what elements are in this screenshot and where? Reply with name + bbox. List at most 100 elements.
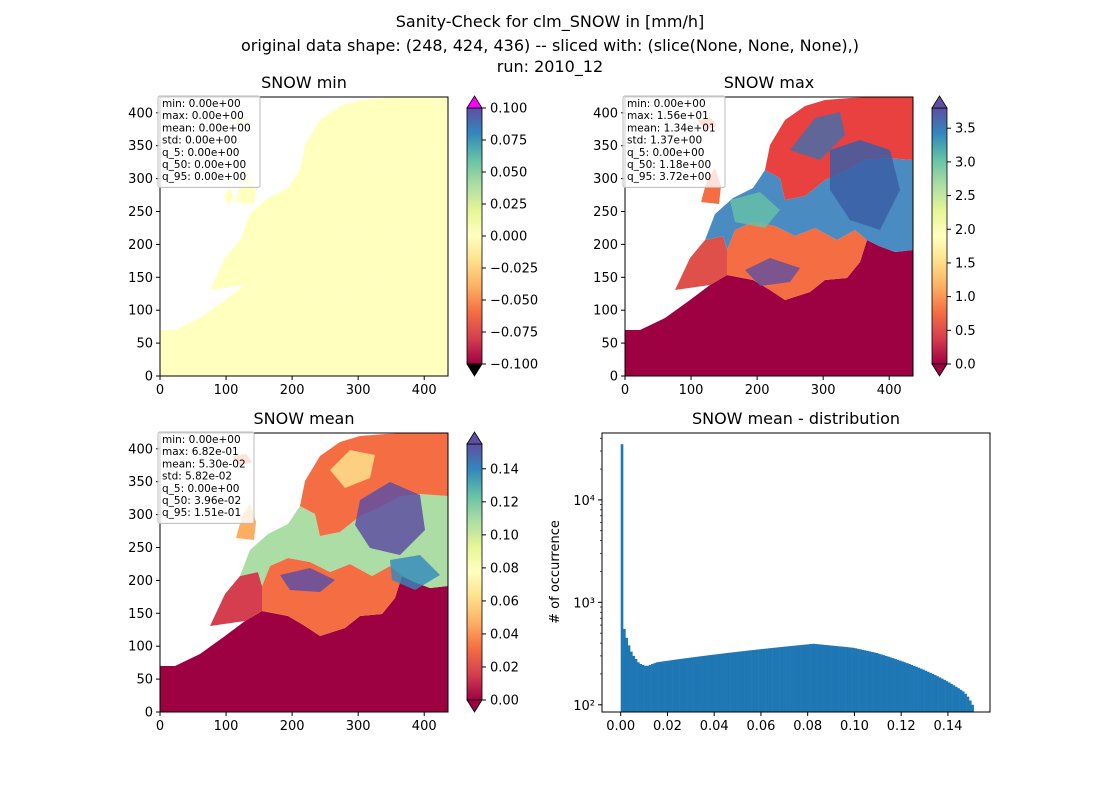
stats-line: max: 6.82e-01 [162, 446, 239, 458]
colorbar-tick-label: 2.0 [955, 223, 976, 238]
colorbar: 0.100 0.075 0.050 0.025 0.000 −0.025 −0.050 −0.… [466, 95, 538, 377]
histogram-bar [938, 677, 942, 712]
x-tick-label: 0.00 [606, 719, 635, 734]
histogram-bar [686, 658, 689, 712]
land-region [262, 222, 402, 300]
colorbar-tick-label: 2.5 [955, 189, 976, 204]
histogram-bar [623, 628, 626, 712]
histogram-bar [840, 646, 844, 712]
colorbar-gradient [466, 443, 483, 701]
histogram-bar [903, 662, 907, 712]
x-tick-label: 0.04 [700, 719, 729, 734]
stats-line: min: 0.00e+00 [162, 98, 241, 110]
panel-snow-mean: SNOW mean 0 100 200 300 400 0 50 100 150 200 250 3… [128, 409, 519, 734]
histogram-bar [926, 671, 930, 712]
histogram-bar [779, 647, 783, 712]
histogram-bar [756, 649, 759, 712]
land-region [280, 568, 335, 592]
histogram-bar [828, 645, 832, 712]
y-tick-label: 250 [128, 541, 153, 556]
histogram-bar [812, 643, 815, 712]
histogram-bar [639, 664, 643, 712]
histogram-bar [679, 658, 682, 712]
histogram-bar [800, 644, 804, 712]
land-region [300, 97, 448, 200]
y-tick-label: 50 [601, 337, 618, 352]
y-tick-label: 100 [593, 304, 618, 319]
x-tick-label: 100 [214, 383, 239, 398]
y-tick-label: 150 [593, 271, 618, 286]
histogram-bar [784, 646, 787, 712]
histogram-bar [873, 652, 876, 712]
histogram-bar [688, 657, 692, 712]
histogram-bar [658, 661, 661, 712]
colorbar-tick-label: 0.04 [490, 627, 519, 642]
y-tick-label: 350 [593, 139, 618, 154]
stats-line: std: 1.37e+00 [627, 135, 702, 147]
colorbar-gradient [931, 107, 948, 365]
land-region [745, 258, 800, 286]
histogram-bar [884, 655, 888, 712]
histogram-bar [702, 655, 706, 712]
x-ticks: 0.00 0.02 0.04 0.06 0.08 0.10 0.12 0.14 [606, 712, 962, 734]
colorbar-tick-label: 0.050 [490, 166, 527, 181]
y-tick-label: 250 [128, 205, 153, 220]
histogram-bar [625, 637, 629, 712]
histogram-bar [910, 664, 914, 712]
histogram-bar [634, 658, 638, 712]
histogram-bar [760, 649, 764, 712]
y-ticks: 0 50 100 150 200 250 300 350 400 [593, 106, 625, 385]
histogram-bar [950, 683, 953, 712]
histogram-bar [852, 647, 855, 712]
stats-line: mean: 5.30e-02 [162, 458, 246, 470]
panel-title: SNOW mean [254, 409, 355, 428]
map-field [160, 433, 448, 712]
y-tick-label: 350 [128, 475, 153, 490]
colorbar-tick-label: 0.06 [490, 594, 519, 609]
histogram-bar [798, 645, 801, 712]
stats-line: min: 0.00e+00 [627, 98, 706, 110]
y-tick-label: 0 [610, 370, 618, 385]
colorbar-extend-min [931, 363, 948, 377]
histogram-bar [856, 648, 860, 712]
histogram-bar [693, 657, 696, 712]
histogram-bar [746, 650, 750, 712]
histogram-bar [968, 700, 972, 712]
axes-frame [601, 432, 991, 713]
y-tick-label: 10³ [573, 596, 595, 611]
histogram-bar [959, 689, 963, 712]
histogram-bar [966, 696, 970, 712]
histogram-bar [765, 648, 769, 712]
histogram-bar [672, 659, 675, 712]
histogram-bar [781, 646, 785, 712]
y-tick-label: 350 [128, 139, 153, 154]
x-tick-label: 400 [412, 383, 437, 398]
stats-line: max: 0.00e+00 [162, 110, 244, 122]
histogram-bar [665, 660, 668, 712]
x-tick-label: 0.14 [933, 719, 962, 734]
histogram-bar [912, 665, 916, 712]
colorbar-tick-label: −0.025 [490, 262, 538, 277]
histogram-bar [838, 646, 841, 712]
x-ticks: 0 100 200 300 400 [621, 376, 902, 398]
histogram-bar [641, 664, 645, 712]
colorbar-tick-label: 0.0 [955, 358, 976, 373]
histogram-bar [824, 644, 827, 712]
histogram-bar [868, 651, 872, 712]
histogram-bar [786, 646, 790, 712]
histogram-bar [676, 659, 680, 712]
colorbar-extend-min [466, 699, 483, 713]
histogram-bar [730, 652, 734, 712]
histogram-bar [961, 691, 965, 712]
histogram-bar [875, 653, 879, 712]
histogram-bar [709, 655, 713, 712]
histogram-bar [674, 659, 678, 712]
stats-line: q_5: 0.00e+00 [627, 147, 704, 159]
histogram-bar [648, 664, 652, 712]
colorbar-tick-label: 0.12 [490, 495, 519, 510]
y-tick-label: 200 [128, 574, 153, 589]
histogram-bar [891, 658, 895, 712]
histogram-bar [936, 676, 939, 712]
stats-box-frame [157, 431, 255, 524]
figure-title-line-3: run: 2010_12 [496, 57, 604, 76]
